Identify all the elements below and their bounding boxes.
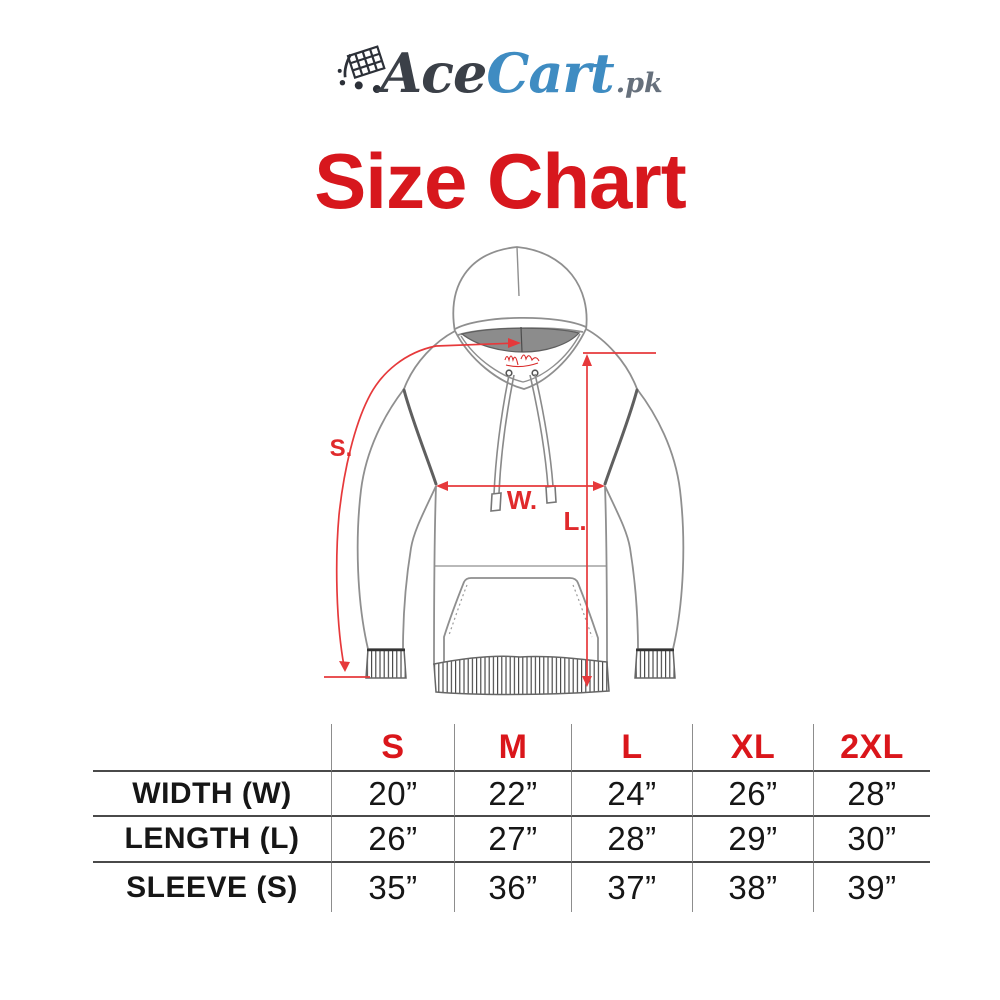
row-label-length: LENGTH (L)	[93, 817, 331, 863]
measure-width-arrow-right	[593, 481, 605, 491]
cuff-left	[365, 648, 407, 679]
sleeve-label: S.	[330, 435, 353, 462]
hem-band	[433, 655, 610, 696]
width-m: 22”	[454, 772, 571, 817]
pocket-stitching	[448, 584, 593, 638]
hood-lining-seam	[520, 326, 523, 353]
measure-width-arrow-left	[436, 481, 448, 491]
row-label-sleeve: SLEEVE (S)	[126, 870, 298, 904]
sleeve-l: 37”	[571, 863, 692, 912]
col-header-m: M	[454, 724, 571, 772]
hood-lining	[460, 327, 581, 353]
col-header-s: S	[331, 724, 454, 772]
cuff-right	[634, 648, 676, 679]
width-l: 24”	[571, 772, 692, 817]
sleeve-m: 36”	[454, 863, 571, 912]
col-header-2xl: 2XL	[813, 724, 930, 772]
col-header-l: L	[571, 724, 692, 772]
length-2xl: 30”	[813, 817, 930, 863]
length-s: 26”	[331, 817, 454, 863]
width-2xl: 28”	[813, 772, 930, 817]
measure-length	[583, 352, 656, 683]
brand-logo: Ace Cart .pk	[0, 42, 1000, 100]
hood-brand-label	[504, 354, 540, 368]
shopping-cart-icon	[337, 45, 386, 94]
drawstrings	[490, 369, 557, 512]
width-s: 20”	[331, 772, 454, 817]
logo-text-ace: Ace	[380, 41, 487, 105]
sleeve-right	[604, 388, 685, 650]
sleeve-left	[356, 388, 437, 650]
measure-length-arrow-up	[582, 354, 592, 366]
sleeve-2xl: 39”	[813, 863, 930, 912]
body	[433, 485, 608, 666]
pocket	[443, 577, 599, 665]
armhole-seams	[402, 388, 639, 486]
length-label: L.	[563, 506, 586, 536]
sleeve-xl: 38”	[692, 863, 813, 912]
logo-text-pk: .pk	[615, 68, 663, 99]
hood	[452, 246, 588, 336]
measure-sleeve	[324, 342, 518, 678]
logo-text-cart: Cart	[486, 41, 614, 105]
sleeve-s: 35”	[331, 863, 454, 912]
collar	[454, 328, 587, 390]
col-header-xl: XL	[692, 724, 813, 772]
row-label-width: WIDTH (W)	[93, 772, 331, 817]
width-label: W.	[507, 485, 537, 515]
measure-sleeve-arrow-down	[339, 661, 350, 672]
length-l: 28”	[571, 817, 692, 863]
length-m: 27”	[454, 817, 571, 863]
length-xl: 29”	[692, 817, 813, 863]
size-table: S M L XL 2XL WIDTH (W) 20” 22” 24” 26” 2…	[93, 724, 930, 912]
measure-sleeve-arrow-right	[508, 338, 521, 348]
width-xl: 26”	[692, 772, 813, 817]
page-title: Size Chart	[314, 137, 686, 225]
measure-length-arrow-down	[582, 676, 592, 687]
table-corner-cell	[93, 724, 331, 772]
